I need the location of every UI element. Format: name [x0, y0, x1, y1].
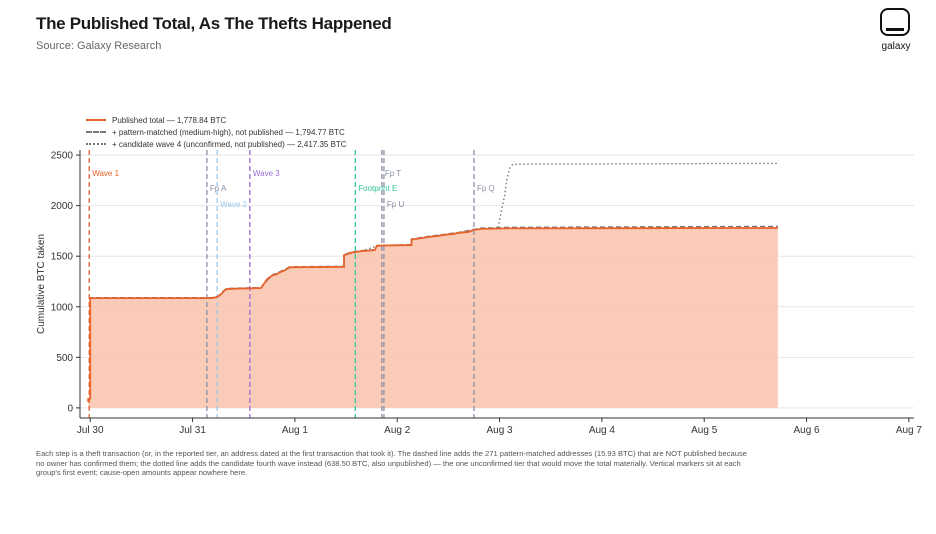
event-marker-label: Fp T	[385, 169, 401, 178]
x-tick-label: Aug 2	[384, 425, 411, 436]
series-published-line	[87, 227, 778, 402]
legend-label: + candidate wave 4 (unconfirmed, not pub…	[112, 139, 347, 149]
x-tick-label: Aug 5	[691, 425, 718, 436]
y-tick-label: 2500	[51, 151, 74, 162]
published-area	[88, 227, 778, 408]
event-marker-label: Wave 2	[220, 200, 247, 209]
chart-footnote: Each step is a theft transaction (or, in…	[36, 449, 747, 478]
x-tick-label: Jul 30	[77, 425, 104, 436]
legend-item-pattern-matched: + pattern-matched (medium-high), not pub…	[86, 126, 347, 138]
chart-legend: Published total — 1,778.84 BTC + pattern…	[86, 114, 347, 150]
event-marker-label: Wave 3	[253, 169, 280, 178]
y-tick-label: 2000	[51, 201, 74, 212]
legend-item-published: Published total — 1,778.84 BTC	[86, 114, 347, 126]
y-tick-label: 1500	[51, 252, 74, 263]
y-tick-label: 500	[56, 353, 73, 364]
legend-label: + pattern-matched (medium-high), not pub…	[112, 127, 345, 137]
event-marker-label: Fp U	[387, 200, 405, 209]
legend-swatch-solid-icon	[86, 119, 106, 121]
legend-swatch-dotted-icon	[86, 143, 106, 145]
legend-swatch-dashed-icon	[86, 131, 106, 133]
galaxy-logo-bar-icon	[886, 28, 904, 31]
y-tick-label: 0	[67, 403, 73, 414]
chart-source: Source: Galaxy Research	[36, 40, 162, 52]
series-candidate-wave-4-line	[87, 162, 778, 402]
y-tick-label: 1000	[51, 302, 74, 313]
galaxy-logo-icon	[880, 8, 910, 36]
legend-label: Published total — 1,778.84 BTC	[112, 115, 227, 125]
galaxy-logo-text: galaxy	[881, 41, 911, 52]
event-marker-label: Fp A	[210, 184, 227, 193]
x-tick-label: Aug 1	[282, 425, 309, 436]
legend-item-candidate-wave-4: + candidate wave 4 (unconfirmed, not pub…	[86, 138, 347, 150]
event-marker-label: Wave 1	[92, 169, 119, 178]
y-axis-label: Cumulative BTC taken	[36, 234, 47, 334]
chart-title: The Published Total, As The Thefts Happe…	[36, 14, 392, 33]
x-tick-label: Jul 31	[179, 425, 206, 436]
x-tick-label: Aug 3	[486, 425, 513, 436]
x-tick-label: Aug 4	[589, 425, 616, 436]
x-tick-label: Aug 7	[896, 425, 923, 436]
event-marker-label: Fp Q	[477, 184, 495, 193]
x-tick-label: Aug 6	[793, 425, 820, 436]
galaxy-logo: galaxy	[876, 8, 916, 60]
event-marker-label: Footprint E	[358, 184, 397, 193]
